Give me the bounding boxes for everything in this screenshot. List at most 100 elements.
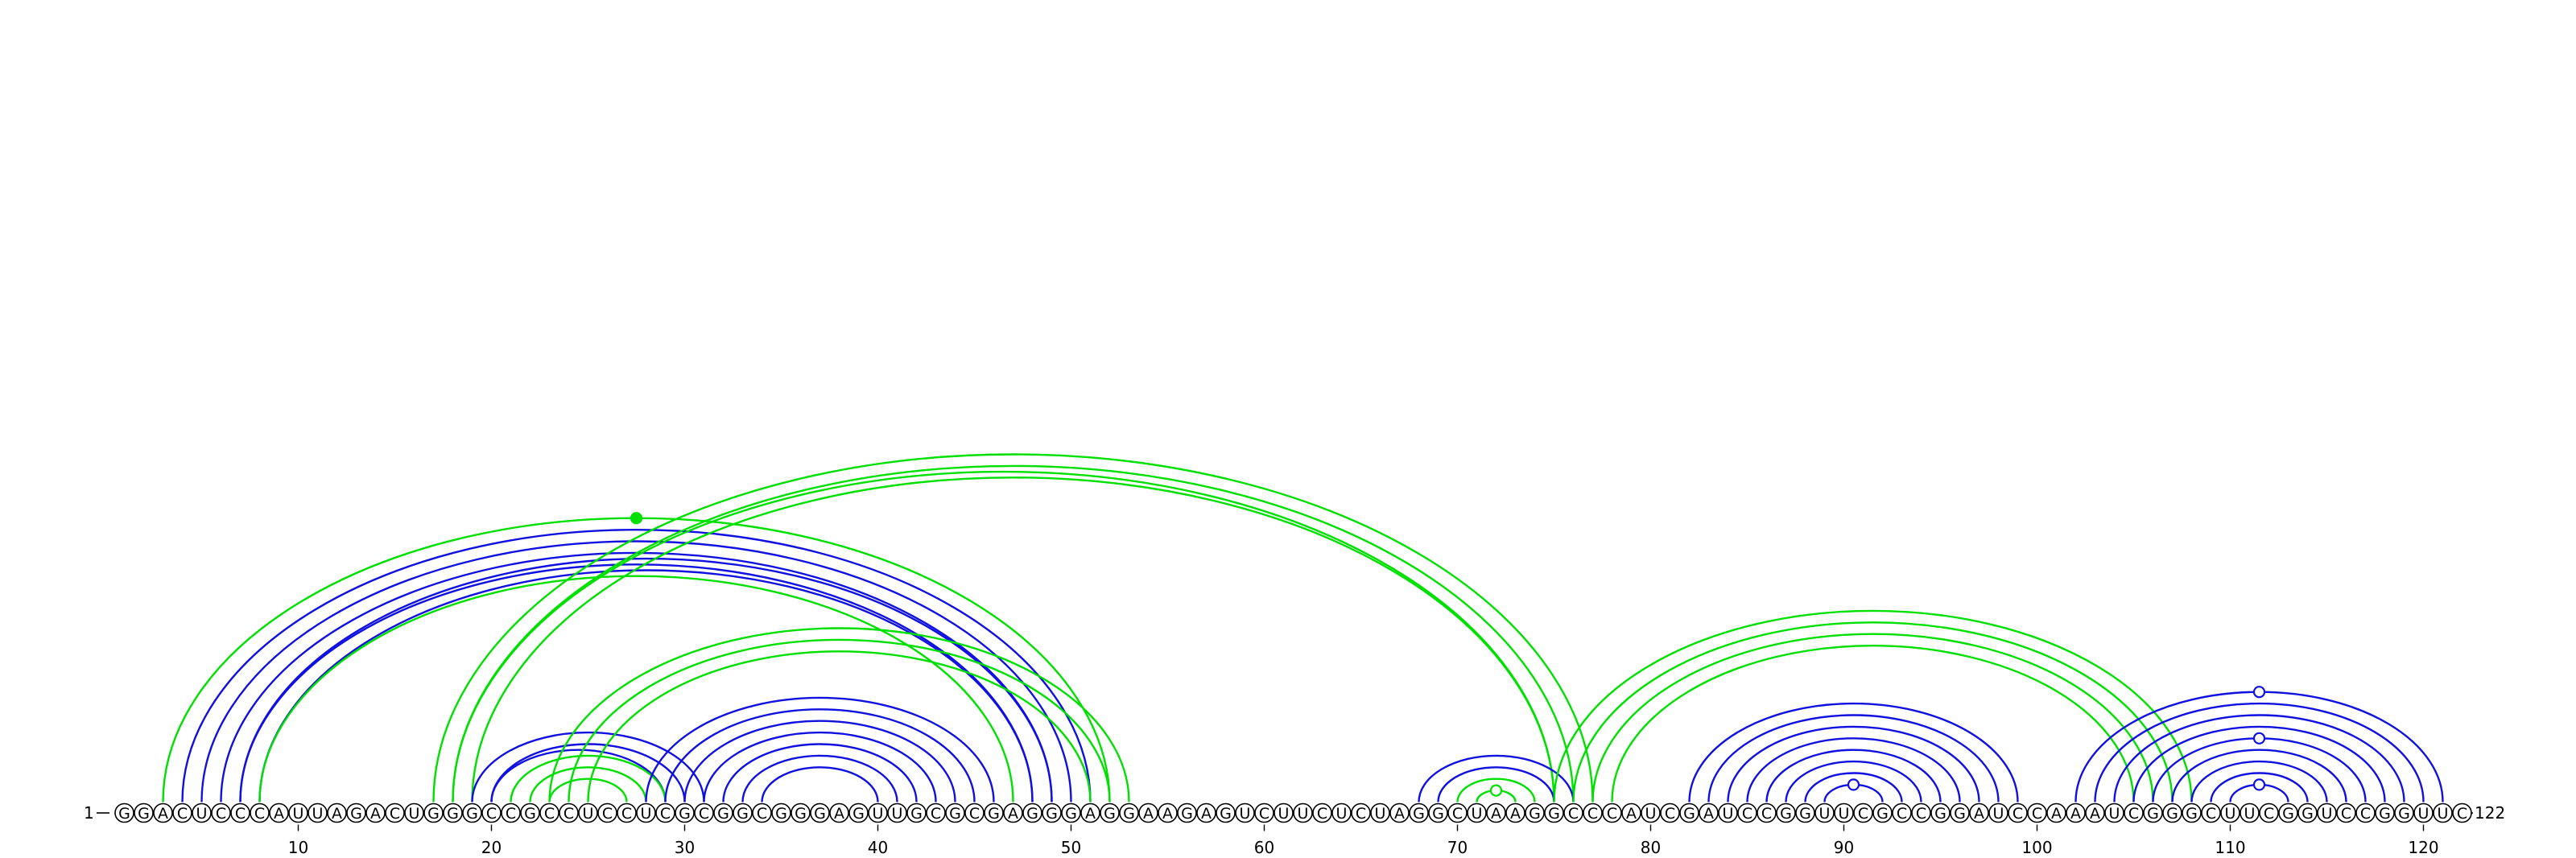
- nucleotide-letter: C: [2457, 805, 2467, 823]
- nucleotide-circle: [1312, 802, 1332, 823]
- nucleotide-circle: [1080, 802, 1100, 823]
- nucleotide-circle: [2394, 802, 2414, 823]
- tick-label: 60: [1254, 838, 1274, 857]
- nucleotide-letter: G: [2379, 805, 2391, 823]
- nucleotide: G: [675, 802, 695, 823]
- nucleotide: A: [1699, 802, 1719, 823]
- nucleotide-circle: [2259, 802, 2279, 823]
- nucleotide-circle: [906, 802, 927, 823]
- nucleotide: C: [481, 802, 502, 823]
- nucleotide: C: [559, 802, 579, 823]
- nucleotide-letter: U: [1993, 805, 2004, 823]
- nucleotide: U: [1988, 802, 2008, 823]
- nucleotide-circle: [713, 802, 733, 823]
- tick-label: 40: [868, 838, 888, 857]
- nucleotide: U: [2220, 802, 2240, 823]
- nucleotide: A: [1969, 802, 1989, 823]
- base-pair-arc: [200, 540, 1072, 802]
- nucleotide-letter: G: [1876, 805, 1889, 823]
- nucleotide-circle: [2317, 802, 2337, 823]
- nucleotide: C: [2355, 802, 2376, 823]
- nucleotide-letter: C: [1858, 805, 1868, 823]
- nucleotide-circle: [1254, 802, 1274, 823]
- nucleotide: G: [2375, 802, 2395, 823]
- nucleotide-letter: C: [564, 805, 574, 823]
- nucleotide-letter: G: [1046, 805, 1058, 823]
- nucleotide-letter: G: [1432, 805, 1444, 823]
- nucleotide-letter: U: [2109, 805, 2120, 823]
- base-pair-arc: [568, 638, 1111, 802]
- nucleotide: G: [114, 802, 134, 823]
- nucleotide-circle: [791, 802, 811, 823]
- nucleotide: G: [2182, 802, 2202, 823]
- nucleotide-letter: C: [390, 805, 400, 823]
- nucleotide-letter: G: [949, 805, 961, 823]
- nucleotide-letter: G: [1934, 805, 1946, 823]
- base-pair-arc: [1437, 766, 1555, 802]
- nucleotide-circle: [559, 802, 579, 823]
- nucleotide-circle: [752, 802, 772, 823]
- nucleotide-circle: [288, 802, 308, 823]
- nucleotide-letter: A: [2070, 805, 2081, 823]
- nucleotide-circle: [2452, 802, 2472, 823]
- base-pair-arc: [761, 766, 879, 802]
- nucleotide: C: [2027, 802, 2047, 823]
- nucleotide-letter: G: [988, 805, 1000, 823]
- base-pair-arc: [1611, 644, 2135, 802]
- nucleotide-letter: C: [699, 805, 709, 823]
- nucleotide-letter: G: [1065, 805, 1077, 823]
- nucleotide: U: [2240, 802, 2260, 823]
- nucleotide-circle: [1544, 802, 1564, 823]
- nucleotide-letter: U: [1298, 805, 1309, 823]
- nucleotide-letter: A: [1491, 805, 1501, 823]
- nucleotide: U: [192, 802, 212, 823]
- nucleotide: C: [1853, 802, 1873, 823]
- nucleotide-letter: A: [332, 805, 342, 823]
- nucleotide-letter: G: [138, 805, 150, 823]
- nucleotide-letter: G: [1529, 805, 1541, 823]
- nucleotide: A: [1621, 802, 1641, 823]
- nucleotide: G: [713, 802, 733, 823]
- nucleotide: U: [1293, 802, 1313, 823]
- nucleotide-letter: G: [1413, 805, 1425, 823]
- nucleotide-letter: G: [2301, 805, 2314, 823]
- nucleotide: C: [230, 802, 250, 823]
- nucleotide-circle: [1737, 802, 1757, 823]
- nucleotide-circle: [2201, 802, 2221, 823]
- nucleotide-letter: G: [1799, 805, 1811, 823]
- nucleotide-circle: [1660, 802, 1680, 823]
- nucleotide-circle: [868, 802, 888, 823]
- nucleotide-letter: C: [235, 805, 246, 823]
- base-pair-arc: [645, 696, 995, 802]
- base-pair-arc: [1707, 714, 2000, 802]
- nucleotide-circle: [1042, 802, 1062, 823]
- nucleotide-circle: [1699, 802, 1719, 823]
- nucleotide: C: [2124, 802, 2144, 823]
- nucleotide: U: [2104, 802, 2124, 823]
- nucleotide: C: [2201, 802, 2221, 823]
- nucleotide-letter: U: [1723, 805, 1734, 823]
- nucleotide-circle: [887, 802, 907, 823]
- base-pair-arc: [1785, 760, 1922, 802]
- nucleotide-letter: G: [2147, 805, 2159, 823]
- nucleotide: U: [2413, 802, 2434, 823]
- nucleotide: C: [964, 802, 985, 823]
- nucleotide-circle: [984, 802, 1004, 823]
- nucleotide-circle: [2413, 802, 2434, 823]
- nucleotide: G: [1776, 802, 1796, 823]
- nucleotide-circle: [230, 802, 250, 823]
- nucleotide-letter: C: [621, 805, 632, 823]
- base-pair-arc: [452, 464, 1575, 802]
- nucleotide-circle: [423, 802, 444, 823]
- nucleotide-letter: C: [602, 805, 613, 823]
- nucleotide: U: [2433, 802, 2453, 823]
- nucleotide: G: [1428, 802, 1448, 823]
- nucleotide-letter: U: [2244, 805, 2256, 823]
- base-pair-arc: [722, 743, 918, 802]
- nucleotide-circle: [2278, 802, 2298, 823]
- nucleotide-circle: [1621, 802, 1641, 823]
- nucleotide: C: [1312, 802, 1332, 823]
- nucleotide-letter: G: [1026, 805, 1038, 823]
- nucleotide-letter: A: [2051, 805, 2062, 823]
